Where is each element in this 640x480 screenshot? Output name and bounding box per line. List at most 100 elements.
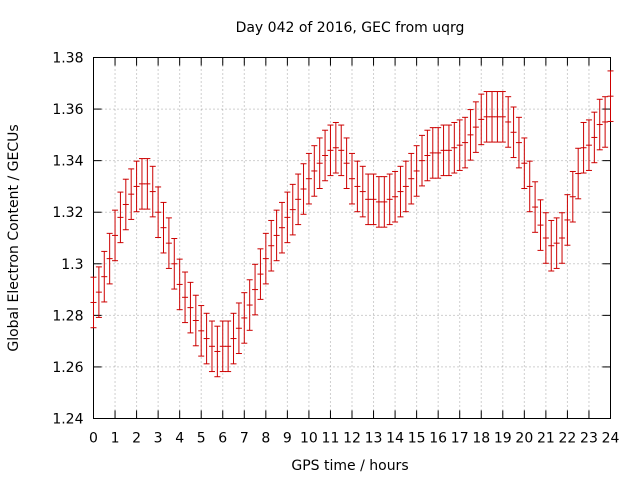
x-tick-label: 12 — [343, 431, 361, 447]
y-tick-label: 1.28 — [52, 308, 83, 324]
x-tick-labels: 0 1 2 3 4 5 6 7 8 9 10 11 12 13 14 15 16 17 18 19 20 21 22 23 24 — [89, 431, 619, 447]
x-tick-label: 2 — [132, 431, 141, 447]
data-point — [273, 209, 280, 262]
data-point — [602, 96, 609, 148]
data-point — [526, 160, 533, 213]
data-point — [494, 91, 501, 143]
data-point — [564, 194, 571, 246]
data-point — [316, 137, 323, 189]
x-tick-label: 21 — [537, 431, 555, 447]
data-point — [596, 98, 603, 151]
data-point — [90, 276, 97, 329]
data-point — [510, 106, 517, 159]
data-point — [402, 160, 409, 213]
x-tick-label: 4 — [175, 431, 184, 447]
data-point — [165, 217, 172, 269]
data-point — [370, 173, 377, 226]
data-point — [553, 217, 560, 269]
y-tick-label: 1.36 — [52, 102, 83, 118]
data-point — [467, 109, 474, 161]
data-point — [128, 168, 135, 220]
data-point — [138, 158, 145, 210]
data-point — [106, 232, 113, 285]
data-point — [542, 212, 549, 264]
data-point — [112, 209, 119, 262]
data-point — [160, 201, 167, 254]
data-point — [305, 152, 312, 205]
data-point — [343, 137, 350, 189]
data-point — [408, 152, 415, 205]
data-point — [445, 124, 452, 177]
data-point — [95, 266, 102, 318]
data-point — [327, 124, 334, 177]
data-point — [241, 292, 248, 344]
data-point — [532, 181, 539, 233]
x-tick-label: 5 — [197, 431, 206, 447]
x-tick-label: 23 — [580, 431, 598, 447]
data-point — [386, 173, 393, 226]
data-point — [559, 212, 566, 264]
data-point — [252, 263, 259, 316]
y-tick-label: 1.38 — [52, 51, 83, 67]
x-tick-label: 10 — [300, 431, 318, 447]
y-tick-labels: 1.24 1.26 1.28 1.3 1.32 1.34 1.36 1.38 — [52, 51, 83, 428]
y-axis-label: Global Electron Content / GECUs — [6, 124, 22, 351]
data-point — [182, 271, 189, 324]
x-tick-label: 9 — [283, 431, 292, 447]
data-point — [375, 176, 382, 228]
data-point — [338, 124, 345, 177]
grid — [93, 57, 611, 419]
data-point — [289, 183, 296, 236]
data-point — [155, 186, 162, 238]
data-point — [456, 119, 463, 171]
data-series — [90, 70, 614, 378]
data-point — [268, 219, 275, 272]
data-point — [192, 294, 199, 347]
data-point — [332, 121, 339, 174]
data-point — [354, 160, 361, 213]
x-tick-label: 20 — [515, 431, 533, 447]
x-tick-label: 16 — [429, 431, 447, 447]
x-tick-label: 19 — [494, 431, 512, 447]
data-point — [246, 279, 253, 331]
y-tick-label: 1.32 — [52, 205, 83, 221]
data-point — [585, 119, 592, 171]
data-point — [489, 91, 496, 143]
data-point — [208, 320, 215, 373]
data-point — [419, 134, 426, 187]
data-point — [176, 258, 183, 311]
data-point — [284, 191, 291, 244]
data-point — [499, 91, 506, 143]
data-point — [607, 70, 614, 122]
data-point — [257, 248, 264, 300]
data-point — [392, 170, 399, 223]
x-tick-label: 17 — [451, 431, 469, 447]
axis-ticks — [93, 57, 611, 419]
data-point — [505, 96, 512, 148]
data-point — [591, 111, 598, 164]
y-tick-label: 1.24 — [52, 412, 83, 428]
data-point — [580, 121, 587, 174]
data-point — [569, 170, 576, 223]
x-tick-label: 6 — [218, 431, 227, 447]
data-point — [219, 320, 226, 373]
data-point — [203, 312, 210, 365]
data-point — [472, 101, 479, 153]
data-point — [575, 147, 582, 200]
x-tick-label: 18 — [472, 431, 490, 447]
data-point — [424, 129, 431, 182]
x-axis-label: GPS time / hours — [291, 458, 408, 474]
data-point — [235, 302, 242, 355]
data-point — [349, 152, 355, 205]
x-tick-label: 22 — [559, 431, 577, 447]
data-point — [149, 165, 156, 218]
data-point — [171, 238, 178, 290]
data-point — [483, 91, 490, 143]
data-point — [429, 127, 436, 179]
data-point — [478, 93, 485, 146]
data-point — [133, 160, 140, 213]
data-point — [144, 158, 151, 210]
data-point — [548, 219, 555, 272]
data-point — [515, 116, 522, 169]
y-tick-label: 1.26 — [52, 360, 83, 376]
